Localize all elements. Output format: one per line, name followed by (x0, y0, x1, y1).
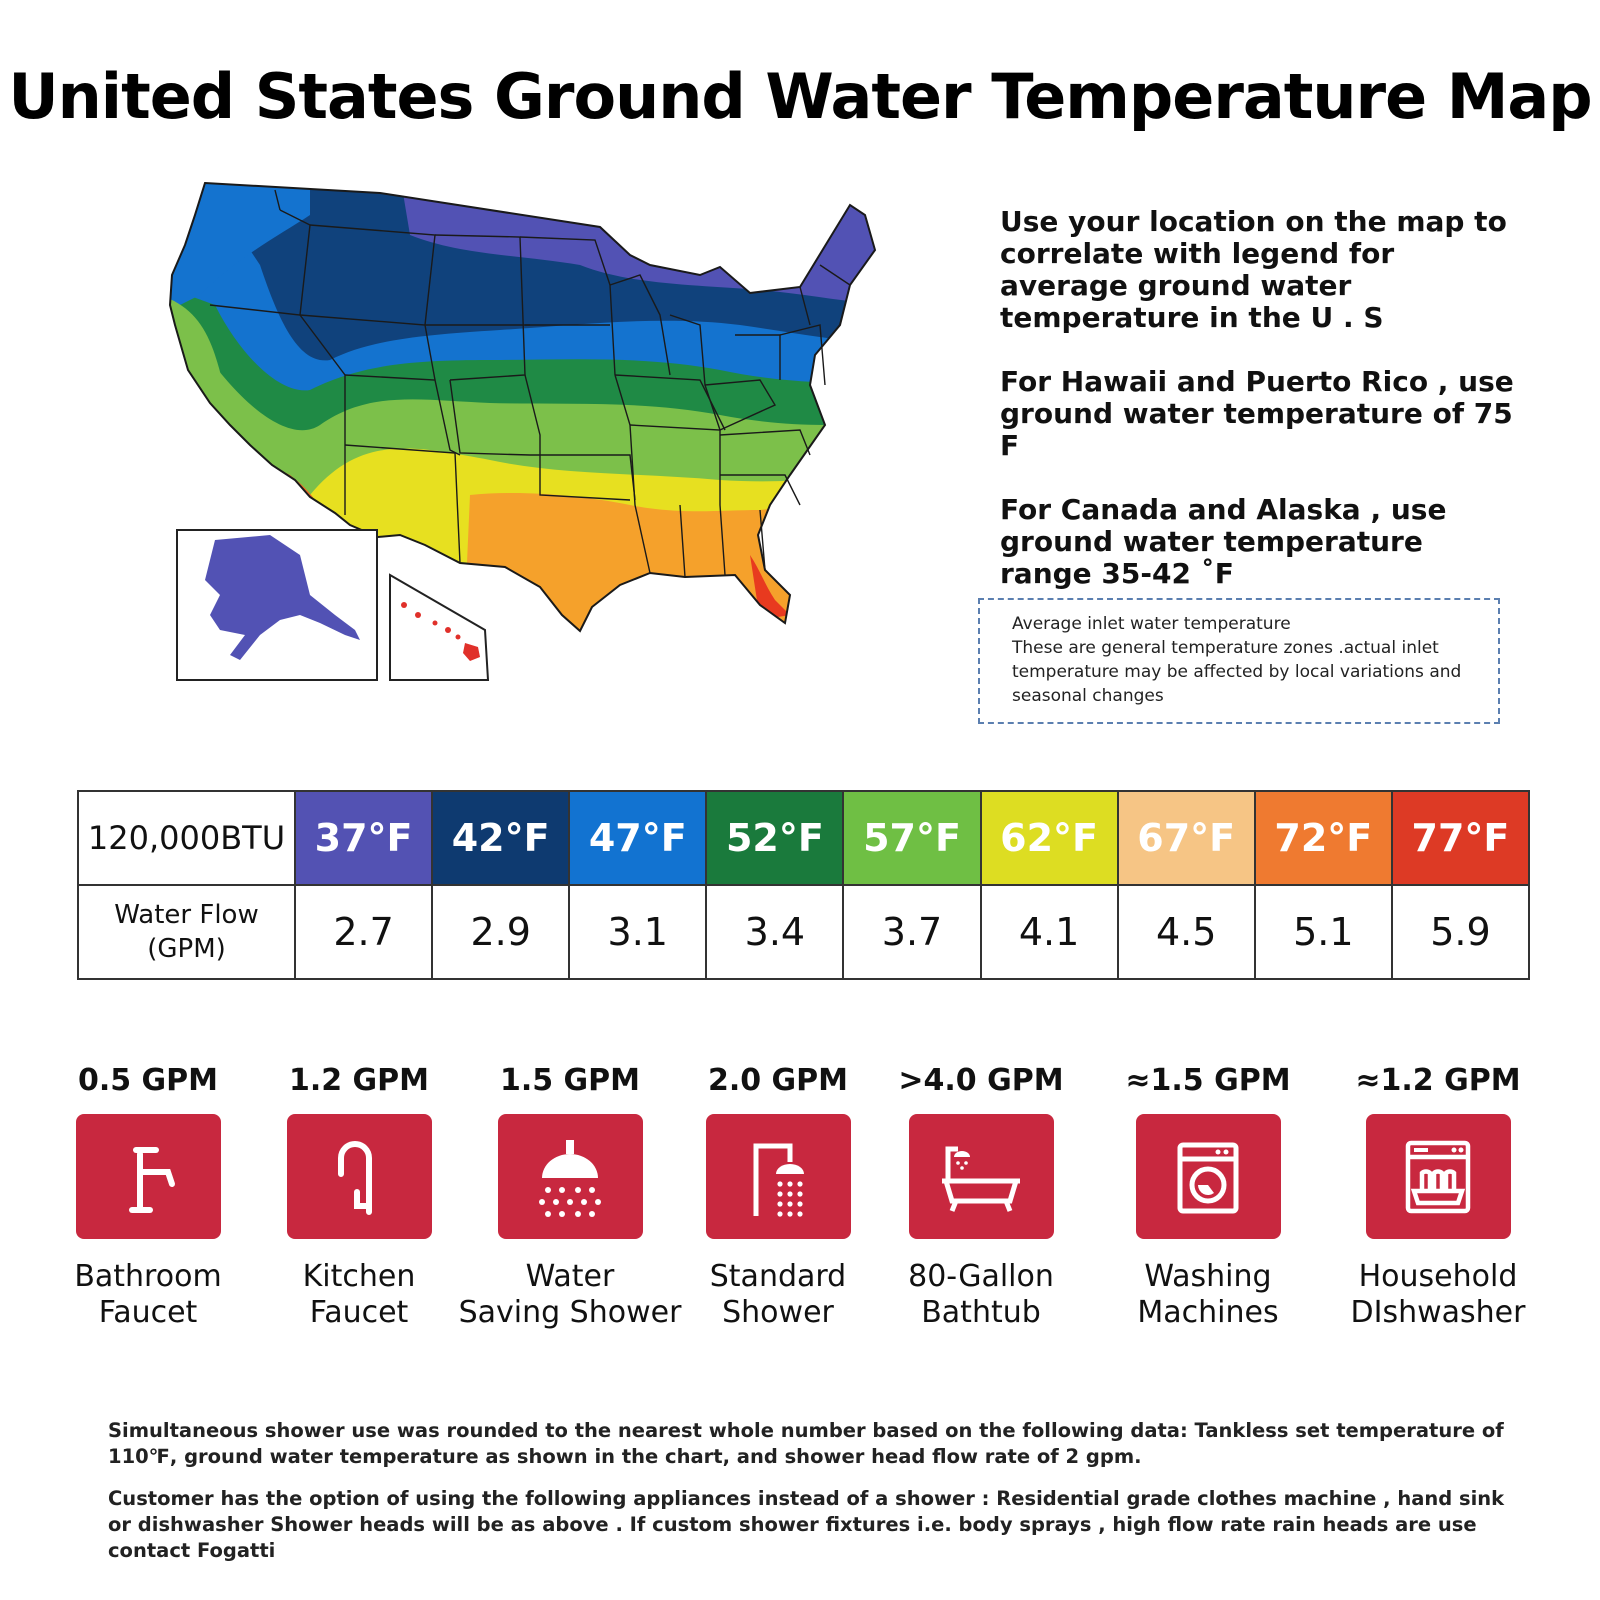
flow-cell: 3.1 (568, 884, 708, 980)
flow-cell: 4.5 (1116, 884, 1256, 980)
flow-cell: 3.7 (842, 884, 982, 980)
flow-cell: 5.9 (1390, 884, 1531, 980)
flow-cell: 2.7 (293, 884, 434, 980)
fixture-gpm: 2.0 GPM (707, 1063, 849, 1098)
fixture-list: 0.5 GPM Bathroom Faucet 1.2 GPM Kitchen Fa… (0, 1060, 1600, 1340)
fixture-bathroom-faucet: 0.5 GPM Bathroom Faucet (33, 1060, 263, 1331)
fixture-label-line1: Bathroom (74, 1259, 222, 1294)
fixture-label-line1: 80-Gallon (908, 1259, 1054, 1294)
fixture-label-line2: DIshwasher (1350, 1295, 1526, 1330)
standard-shower-icon (705, 1114, 851, 1239)
fixture-gpm: ≈1.2 GPM (1355, 1063, 1521, 1098)
hawaii-puerto-rico-note: For Hawaii and Puerto Rico , use ground … (1000, 365, 1514, 462)
fixture-label-line2: Saving Shower (458, 1295, 682, 1330)
temp-cell: 72°F (1253, 790, 1393, 886)
flow-row: Water Flow (GPM) 2.7 2.9 3.1 3.4 3.7 4.1… (77, 884, 1531, 980)
temp-cell: 62°F (979, 790, 1119, 886)
water-flow-label-line2: (GPM) (147, 934, 226, 964)
fixture-label-line1: Washing (1144, 1259, 1272, 1294)
flow-cell: 3.4 (705, 884, 845, 980)
temp-cell: 77°F (1390, 790, 1531, 886)
fixture-gpm: 0.5 GPM (77, 1063, 219, 1098)
fixture-label: Bathroom Faucet (33, 1259, 263, 1331)
fixture-label-line1: Kitchen (302, 1259, 416, 1294)
temp-cell: 47°F (568, 790, 708, 886)
temp-cell: 37°F (293, 790, 434, 886)
bathroom-faucet-icon (75, 1114, 221, 1239)
fixture-bathtub: >4.0 GPM 80-Gallon Bathtub (866, 1060, 1096, 1331)
washing-machine-icon (1135, 1114, 1281, 1239)
hawaii-inset (389, 573, 490, 681)
fixture-label-line1: Standard (709, 1259, 847, 1294)
fixture-label: Water Saving Shower (455, 1259, 685, 1331)
bathtub-icon (908, 1114, 1054, 1239)
fixture-gpm: ≈1.5 GPM (1125, 1063, 1291, 1098)
fixture-label: 80-Gallon Bathtub (866, 1259, 1096, 1331)
temperature-row: 120,000BTU 37°F 42°F 47°F 52°F 57°F 62°F… (77, 790, 1531, 886)
fixture-label-line2: Faucet (98, 1295, 198, 1330)
temp-cell: 67°F (1116, 790, 1256, 886)
us-groundwater-map (168, 181, 877, 681)
flow-cell: 4.1 (979, 884, 1119, 980)
shower-head-icon (497, 1114, 643, 1239)
flow-cell: 5.1 (1253, 884, 1393, 980)
temp-cell: 52°F (705, 790, 845, 886)
kitchen-faucet-icon (286, 1114, 432, 1239)
fixture-label-line2: Machines (1137, 1295, 1279, 1330)
canada-alaska-note: For Canada and Alaska , use ground water… (1000, 493, 1447, 590)
fixture-label: Standard Shower (663, 1259, 893, 1331)
dishwasher-icon (1365, 1114, 1511, 1239)
fixture-label: Household DIshwasher (1323, 1259, 1553, 1331)
flow-rate-table: 120,000BTU 37°F 42°F 47°F 52°F 57°F 62°F… (77, 790, 1531, 980)
fixture-gpm: 1.5 GPM (499, 1063, 641, 1098)
water-flow-label: Water Flow (GPM) (77, 884, 296, 980)
alaska-inset (176, 529, 378, 681)
water-flow-label-line1: Water Flow (114, 900, 259, 930)
fixture-dishwasher: ≈1.2 GPM Household DIshwasher (1323, 1060, 1553, 1331)
btu-header: 120,000BTU (77, 790, 296, 886)
note-body: These are general temperature zones .act… (1012, 638, 1462, 706)
footnote-appliance-options: Customer has the option of using the fol… (108, 1487, 1505, 1562)
map-instruction: Use your location on the map to correlat… (1000, 205, 1507, 334)
fixture-washing-machine: ≈1.5 GPM Washing Machines (1093, 1060, 1323, 1331)
fixture-label-line2: Faucet (309, 1295, 409, 1330)
fixture-label-line1: Water (525, 1259, 615, 1294)
fixture-label: Kitchen Faucet (244, 1259, 474, 1331)
state-borders (209, 189, 851, 578)
fixture-gpm: 1.2 GPM (288, 1063, 430, 1098)
note-heading: Average inlet water temperature (1012, 614, 1291, 634)
fixture-label-line2: Shower (722, 1295, 834, 1330)
fixture-label-line1: Household (1358, 1259, 1518, 1294)
flow-cell: 2.9 (431, 884, 571, 980)
fixture-label: Washing Machines (1093, 1259, 1323, 1331)
temp-cell: 57°F (842, 790, 982, 886)
fixture-standard-shower: 2.0 GPM Standard Shower (663, 1060, 893, 1331)
fixture-kitchen-faucet: 1.2 GPM Kitchen Faucet (244, 1060, 474, 1331)
fixture-water-saving-shower: 1.5 GPM Water Saving Shower (455, 1060, 685, 1331)
fixture-gpm: >4.0 GPM (898, 1063, 1064, 1098)
inlet-temperature-note: Average inlet water temperature These ar… (978, 598, 1500, 724)
footnote-simultaneous-use: Simultaneous shower use was rounded to t… (108, 1419, 1504, 1468)
fixture-label-line2: Bathtub (921, 1295, 1041, 1330)
temp-cell: 42°F (431, 790, 571, 886)
page-title: United States Ground Water Temperature M… (8, 60, 1592, 133)
